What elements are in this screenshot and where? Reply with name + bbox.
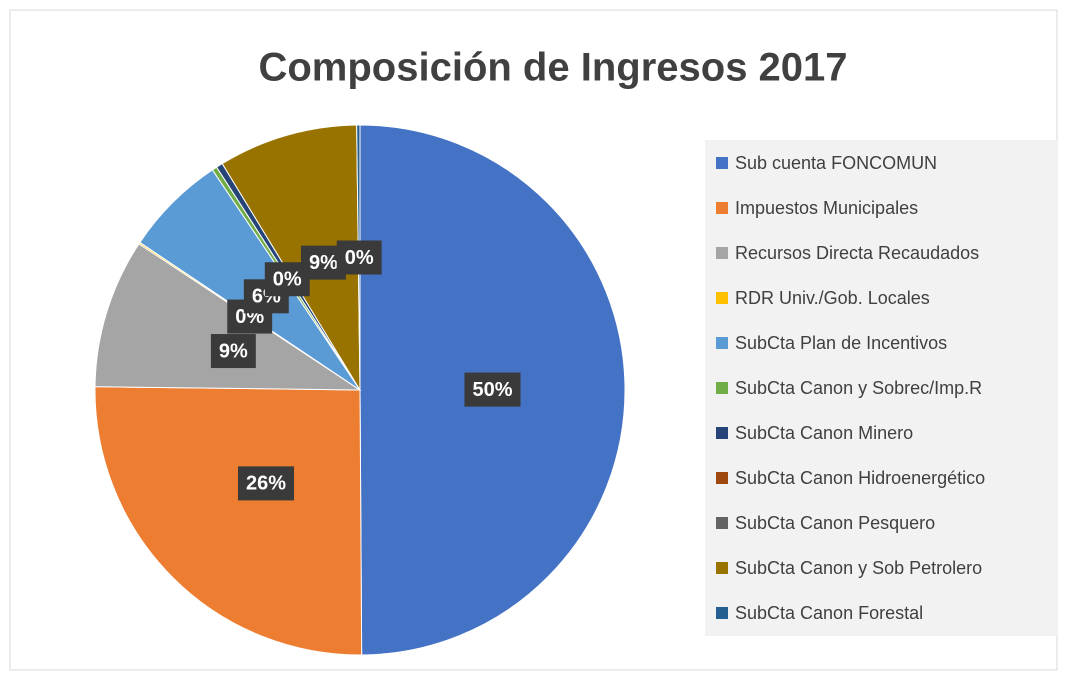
legend-label: SubCta Canon Minero [735, 423, 913, 443]
legend-label: SubCta Canon Pesquero [735, 513, 935, 533]
data-label-box [464, 372, 521, 407]
data-label-box [210, 334, 256, 369]
legend-label: SubCta Canon Forestal [735, 603, 923, 623]
data-label: 0% [336, 240, 382, 275]
data-label: 26% [237, 466, 295, 501]
legend: Sub cuenta FONCOMUN Impuestos Municipales… [716, 153, 985, 623]
pie-slice [94, 386, 363, 656]
data-label-text: 26% [246, 473, 286, 495]
legend-label: Sub cuenta FONCOMUN [735, 153, 937, 173]
legend-label: SubCta Canon Hidroenergético [735, 468, 985, 488]
legend-label: Impuestos Municipales [735, 198, 918, 218]
chart-title: Composición de Ingresos 2017 [258, 46, 847, 90]
legend-swatch [716, 472, 728, 484]
data-label-text: 9% [309, 252, 338, 274]
data-label-text: 9% [219, 340, 248, 362]
pie-slice [221, 124, 361, 392]
data-label-text: 50% [472, 379, 512, 401]
legend-label: RDR Univ./Gob. Locales [735, 288, 930, 308]
legend-label: SubCta Canon y Sobrec/Imp.R [735, 378, 982, 398]
legend-label: SubCta Plan de Incentivos [735, 333, 947, 353]
slices [94, 124, 626, 656]
legend-swatch [716, 292, 728, 304]
legend-label: Recursos Directa Recaudados [735, 243, 979, 263]
data-labels: 50%26%9%0%6%0%9% 0% [210, 240, 521, 501]
legend-swatch [716, 562, 728, 574]
legend-swatch [716, 157, 728, 169]
data-label: 9% [210, 334, 256, 369]
legend-swatch [716, 517, 728, 529]
data-label-text: 0% [345, 247, 374, 269]
data-label: 0% [264, 262, 310, 297]
legend-swatch [716, 382, 728, 394]
data-label-box [237, 466, 295, 501]
legend-background [705, 140, 1058, 636]
data-label-box [336, 240, 382, 275]
data-label: 50% [464, 372, 521, 407]
legend-swatch [716, 202, 728, 214]
legend-swatch [716, 607, 728, 619]
legend-swatch [716, 337, 728, 349]
legend-swatch [716, 247, 728, 259]
data-label-text: 0% [273, 269, 302, 291]
legend-label: SubCta Canon y Sob Petrolero [735, 558, 982, 578]
legend-swatch [716, 427, 728, 439]
